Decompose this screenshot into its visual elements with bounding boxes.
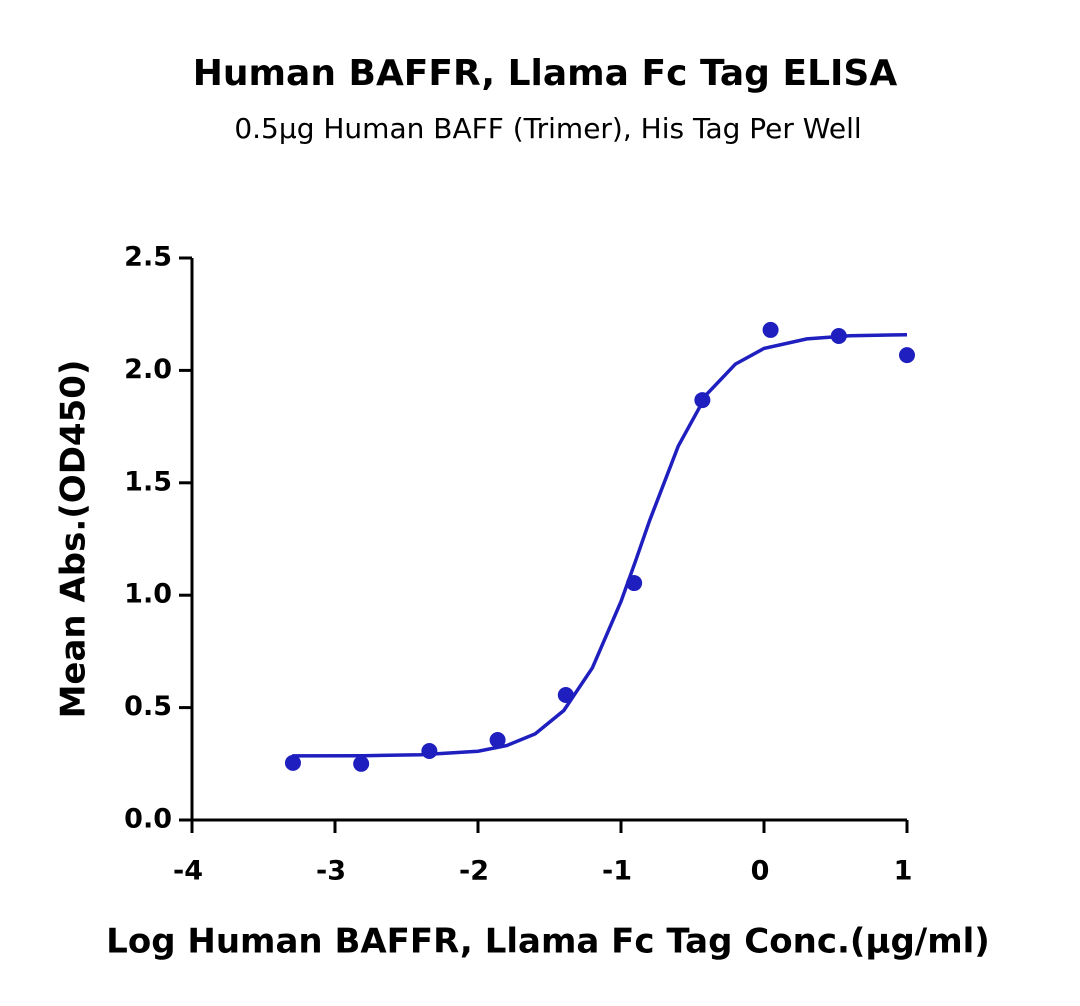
data-point (489, 731, 506, 748)
x-tick-label: -3 (316, 856, 346, 887)
y-axis-label: Mean Abs.(OD450) (54, 360, 94, 719)
data-point (353, 755, 370, 772)
y-tick-label: 2.0 (124, 354, 172, 385)
chart-title: Human BAFFR, Llama Fc Tag ELISA (193, 53, 898, 94)
y-tick-label: 1.0 (124, 579, 172, 610)
data-point (421, 742, 438, 759)
x-tick-label: -2 (459, 856, 489, 887)
data-point (762, 321, 779, 338)
data-point (284, 754, 301, 771)
fit-curve (292, 332, 908, 758)
x-tick-label: -4 (173, 856, 203, 887)
y-tick-label: 1.5 (124, 466, 172, 497)
x-tick-label: 0 (751, 856, 770, 887)
data-point (899, 347, 915, 364)
y-tick-label: 2.5 (124, 242, 172, 273)
x-tick-label: -1 (602, 856, 632, 887)
chart-subtitle: 0.5µg Human BAFF (Trimer), His Tag Per W… (234, 112, 861, 145)
y-tick-label: 0.0 (124, 804, 172, 835)
x-axis-label: Log Human BAFFR, Llama Fc Tag Conc.(µg/m… (106, 922, 990, 962)
x-tick-label: 1 (894, 856, 913, 887)
y-tick-label: 0.5 (124, 691, 172, 722)
